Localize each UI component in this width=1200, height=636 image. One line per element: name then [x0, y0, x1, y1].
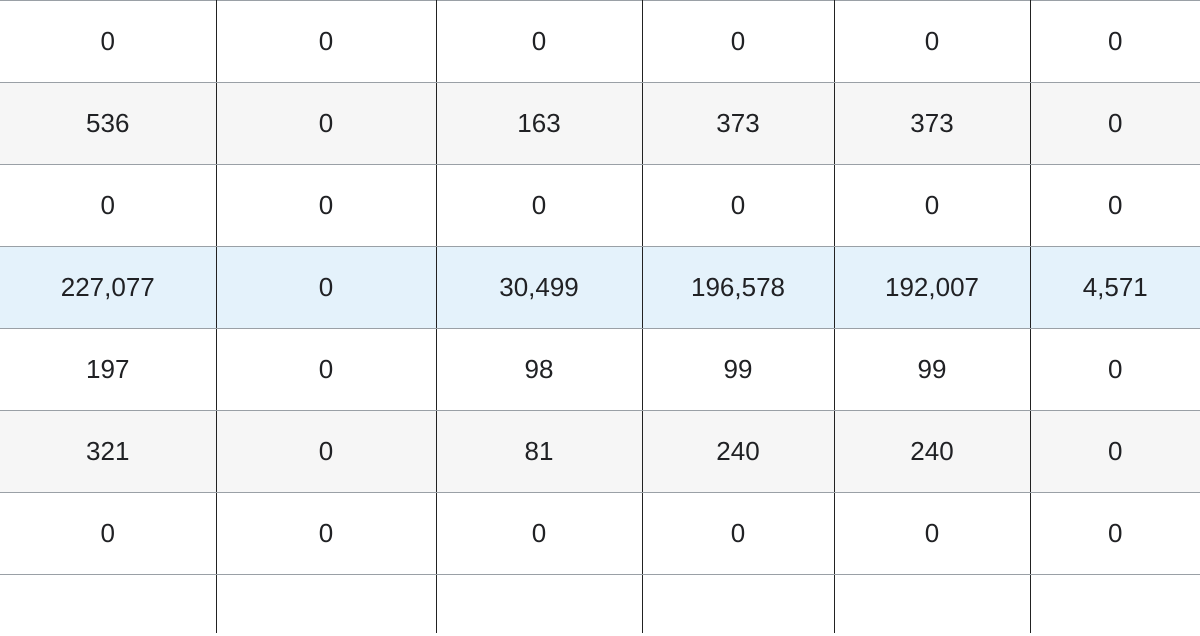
- tbody: 0 0 0 0 0 0 536 0 163 373 373 0 0 0 0: [0, 1, 1200, 633]
- table-row: 197 0 98 99 99 0: [0, 329, 1200, 411]
- table-cell: 196,578: [642, 247, 834, 329]
- table-cell: 163: [436, 83, 642, 165]
- table-cell: 240: [834, 411, 1030, 493]
- table-cell: 0: [834, 1, 1030, 83]
- table-cell: 0: [834, 165, 1030, 247]
- table-cell: 373: [834, 83, 1030, 165]
- table-cell: 30,499: [436, 247, 642, 329]
- table-cell: 98: [436, 329, 642, 411]
- table-cell: 0: [436, 493, 642, 575]
- table-cell: 240: [642, 411, 834, 493]
- table-cell: 81: [436, 411, 642, 493]
- table-cell: 321: [0, 411, 216, 493]
- table-cell: 0: [1030, 493, 1200, 575]
- table-row: 0 0 0 0 0 0: [0, 165, 1200, 247]
- table-cell: 0: [216, 165, 436, 247]
- table-cell: 373: [642, 83, 834, 165]
- table-row: 321 0 81 240 240 0: [0, 411, 1200, 493]
- table-cell: 0: [0, 493, 216, 575]
- table-cell: 0: [216, 411, 436, 493]
- table-row: 536 0 163 373 373 0: [0, 83, 1200, 165]
- table-cell: 0: [1030, 411, 1200, 493]
- table-cell: 0: [1030, 83, 1200, 165]
- table-cell: 0: [0, 165, 216, 247]
- table-cell: 0: [1030, 165, 1200, 247]
- data-table: 0 0 0 0 0 0 536 0 163 373 373 0 0 0 0: [0, 0, 1200, 633]
- table-cell: [0, 575, 216, 633]
- table-container: 0 0 0 0 0 0 536 0 163 373 373 0 0 0 0: [0, 0, 1200, 636]
- table-cell: 0: [642, 493, 834, 575]
- table-row: 227,077 0 30,499 196,578 192,007 4,571: [0, 247, 1200, 329]
- table-cell: 0: [642, 1, 834, 83]
- table-cell: 0: [1030, 1, 1200, 83]
- table-cell: 0: [216, 493, 436, 575]
- table-cell: [834, 575, 1030, 633]
- table-row: 0 0 0 0 0 0: [0, 493, 1200, 575]
- table-cell: [1030, 575, 1200, 633]
- table-cell: 0: [0, 1, 216, 83]
- table-cell: 0: [834, 493, 1030, 575]
- table-cell: 0: [1030, 329, 1200, 411]
- table-cell: 0: [436, 165, 642, 247]
- table-cell: 99: [834, 329, 1030, 411]
- table-cell: 0: [436, 1, 642, 83]
- table-cell: 0: [642, 165, 834, 247]
- table-row: 0 0 0 0 0 0: [0, 1, 1200, 83]
- table-cell: [642, 575, 834, 633]
- table-cell: [436, 575, 642, 633]
- table-cell: 0: [216, 83, 436, 165]
- table-cell: 4,571: [1030, 247, 1200, 329]
- table-cell: 0: [216, 247, 436, 329]
- table-row: [0, 575, 1200, 633]
- table-cell: 0: [216, 1, 436, 83]
- table-cell: 197: [0, 329, 216, 411]
- table-cell: 536: [0, 83, 216, 165]
- table-cell: 227,077: [0, 247, 216, 329]
- table-cell: 192,007: [834, 247, 1030, 329]
- table-cell: [216, 575, 436, 633]
- table-cell: 0: [216, 329, 436, 411]
- table-cell: 99: [642, 329, 834, 411]
